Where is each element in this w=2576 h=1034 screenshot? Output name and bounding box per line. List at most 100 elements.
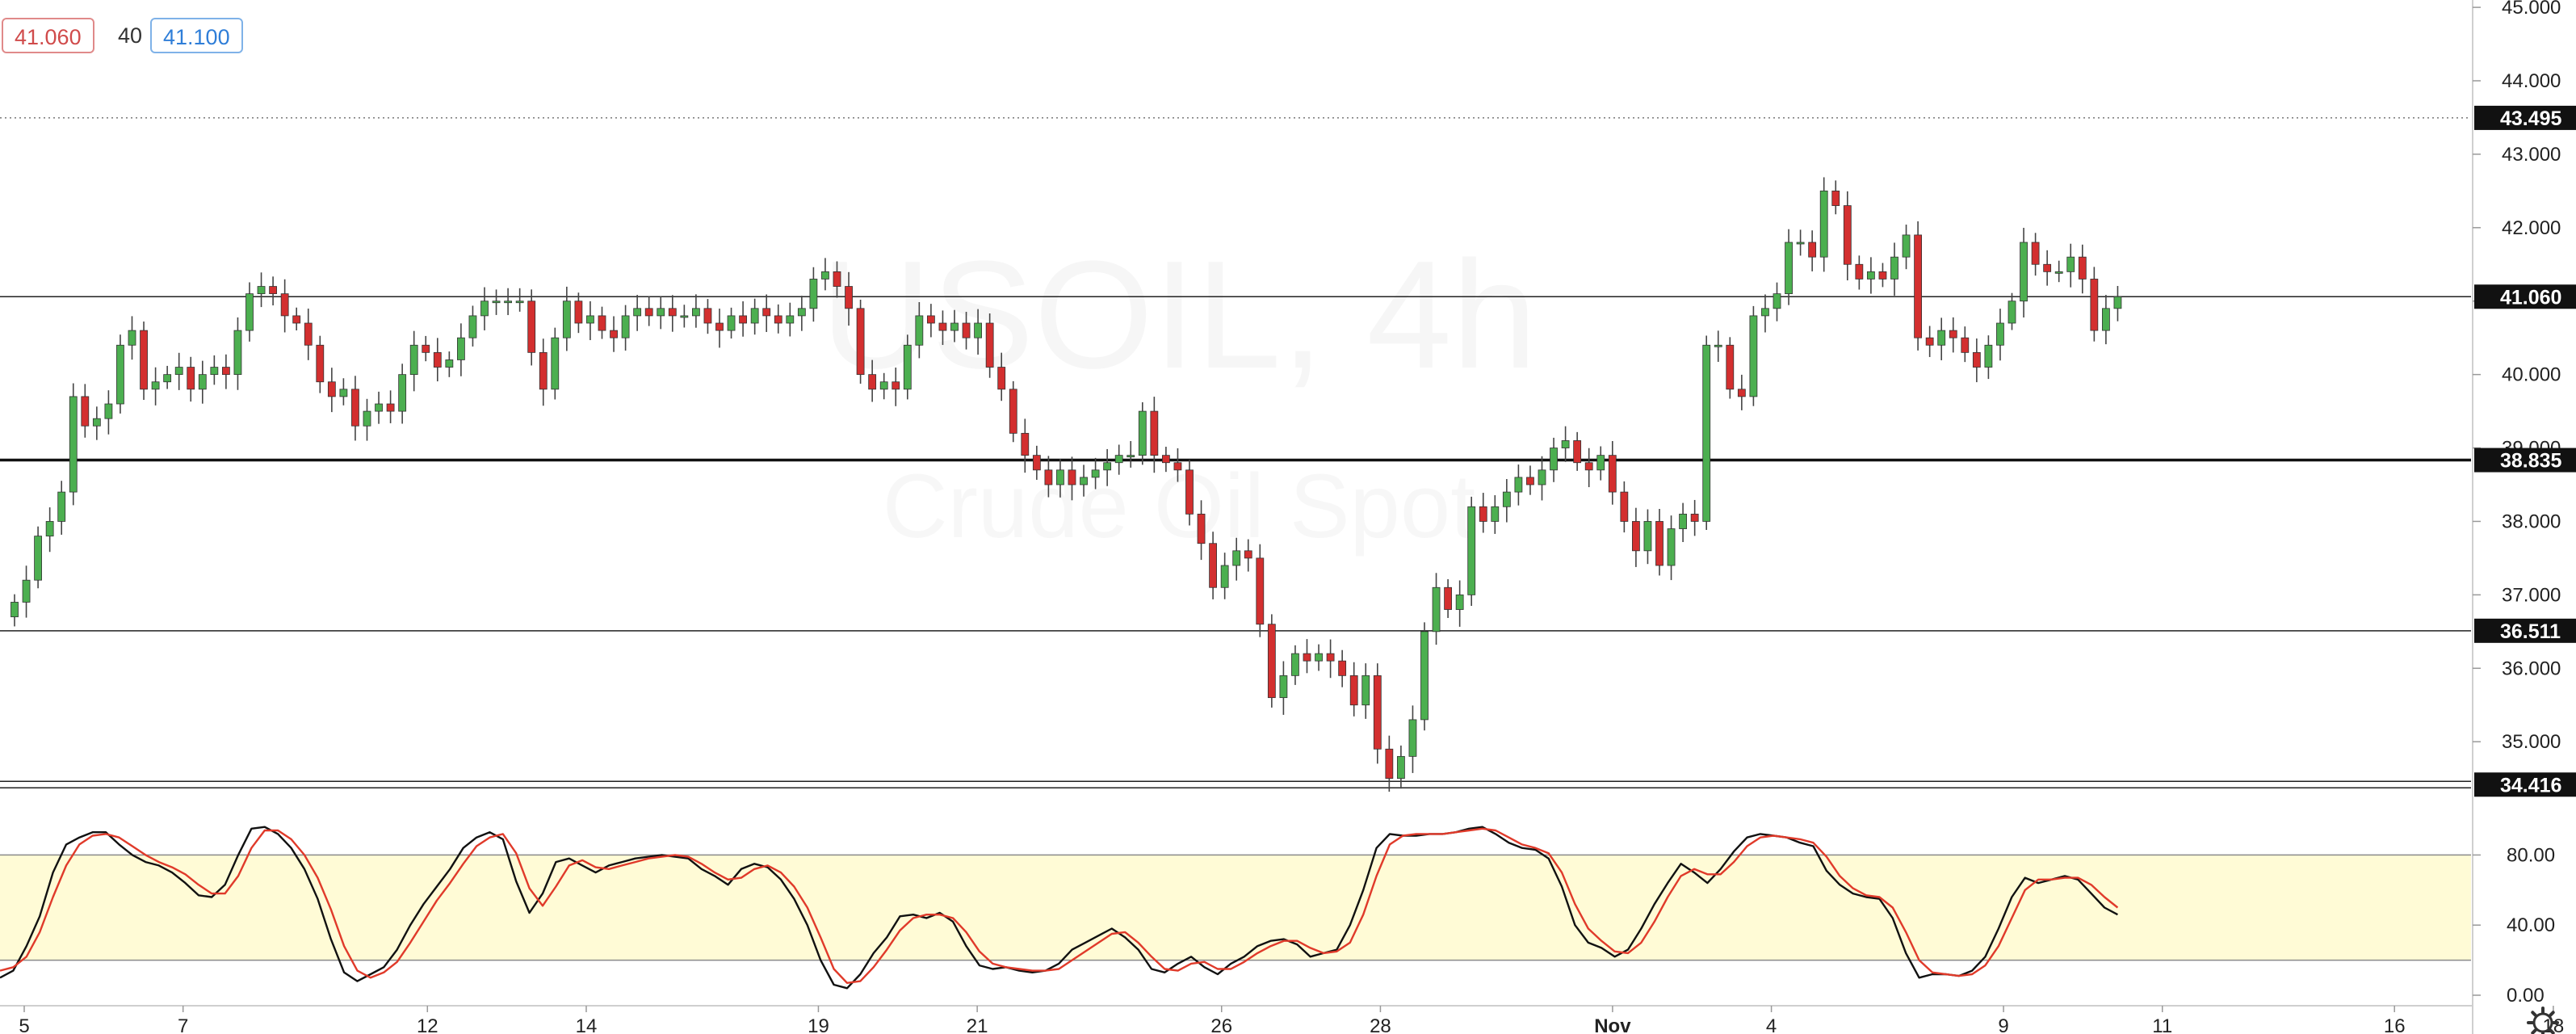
candle[interactable] (1690, 499, 1699, 536)
candle[interactable] (809, 267, 818, 322)
candle[interactable] (856, 300, 865, 384)
candle[interactable] (174, 352, 183, 390)
candle[interactable] (1538, 456, 1546, 501)
candle[interactable] (151, 367, 160, 406)
candle[interactable] (762, 294, 771, 332)
candle[interactable] (1056, 459, 1064, 498)
candle[interactable] (210, 355, 219, 385)
candle[interactable] (1279, 661, 1288, 715)
candle[interactable] (2066, 243, 2075, 288)
candle[interactable] (1561, 426, 1570, 462)
ask-price-box[interactable]: 41.100 (150, 18, 243, 53)
candle[interactable] (2031, 233, 2040, 276)
candle[interactable] (1996, 309, 2004, 361)
candle[interactable] (715, 309, 724, 348)
candle[interactable] (1702, 335, 1711, 531)
candle[interactable] (927, 304, 935, 338)
candle[interactable] (316, 335, 325, 393)
candle[interactable] (539, 338, 548, 406)
candle[interactable] (2113, 286, 2122, 322)
candle[interactable] (1679, 502, 1688, 543)
candle[interactable] (1479, 493, 1487, 533)
candle[interactable] (10, 594, 19, 627)
candle[interactable] (1855, 255, 1864, 290)
candle[interactable] (833, 261, 841, 298)
candle[interactable] (668, 295, 677, 332)
candle[interactable] (821, 258, 829, 291)
candle[interactable] (445, 351, 454, 377)
candle[interactable] (2054, 260, 2063, 283)
candle[interactable] (1220, 553, 1229, 599)
candle[interactable] (797, 296, 806, 331)
candle[interactable] (1256, 544, 1265, 637)
candle[interactable] (280, 279, 289, 333)
candle[interactable] (1150, 397, 1159, 473)
candle[interactable] (116, 334, 124, 414)
candle[interactable] (398, 364, 407, 424)
candle[interactable] (492, 289, 501, 315)
candle[interactable] (1432, 573, 1441, 645)
candle[interactable] (1209, 532, 1217, 599)
candle[interactable] (1620, 481, 1629, 533)
candle[interactable] (1103, 448, 1112, 486)
candle[interactable] (1326, 639, 1335, 679)
candle[interactable] (140, 322, 148, 401)
candle[interactable] (1925, 326, 1934, 357)
candle[interactable] (633, 295, 642, 331)
candle[interactable] (1643, 509, 1652, 565)
candle[interactable] (1126, 440, 1135, 468)
candle[interactable] (1949, 317, 1957, 353)
candle[interactable] (892, 368, 900, 406)
candle[interactable] (1796, 229, 1805, 256)
candle[interactable] (657, 296, 665, 330)
level-axis-badge[interactable] (2474, 105, 2576, 130)
candle[interactable] (1808, 230, 1817, 271)
candle[interactable] (1726, 337, 1735, 399)
candle[interactable] (1232, 537, 1241, 581)
candle[interactable] (1655, 508, 1663, 576)
candle[interactable] (1080, 464, 1088, 497)
candle[interactable] (1866, 257, 1875, 294)
candle[interactable] (2101, 295, 2110, 345)
candle[interactable] (1526, 465, 1534, 495)
candle[interactable] (1303, 639, 1311, 674)
candle[interactable] (1244, 539, 1252, 572)
candle[interactable] (515, 288, 524, 312)
candle[interactable] (1467, 496, 1476, 607)
level-axis-badge[interactable] (2474, 448, 2576, 473)
candle[interactable] (339, 378, 348, 406)
candle[interactable] (57, 481, 66, 535)
candle[interactable] (433, 338, 442, 382)
candle[interactable] (1361, 663, 1370, 719)
bid-price-box[interactable]: 41.060 (2, 18, 94, 53)
stoch-k-line[interactable] (0, 826, 2118, 990)
candle[interactable] (22, 565, 31, 618)
candle[interactable] (1914, 221, 1923, 351)
candle[interactable] (938, 310, 947, 346)
candle[interactable] (997, 352, 1006, 401)
candle[interactable] (1831, 180, 1840, 215)
candle[interactable] (221, 354, 230, 389)
candle[interactable] (727, 307, 736, 339)
candle[interactable] (1420, 622, 1429, 731)
candle[interactable] (2043, 250, 2052, 286)
candle[interactable] (351, 376, 359, 441)
candle[interactable] (621, 305, 630, 351)
candle[interactable] (610, 316, 618, 352)
candle[interactable] (1044, 456, 1053, 498)
candle[interactable] (2008, 292, 2016, 330)
candle[interactable] (879, 372, 888, 400)
candle[interactable] (1608, 440, 1617, 505)
candle[interactable] (363, 398, 371, 441)
candle[interactable] (1761, 294, 1769, 333)
candle[interactable] (422, 335, 430, 362)
candle[interactable] (1596, 446, 1605, 481)
candle[interactable] (257, 272, 266, 308)
candle[interactable] (2078, 244, 2087, 294)
price-axis[interactable]: 35.00036.00037.00038.00039.00040.00041.0… (2473, 0, 2576, 1007)
candle[interactable] (1068, 456, 1076, 501)
candle[interactable] (34, 526, 42, 589)
candle[interactable] (915, 302, 924, 359)
candle[interactable] (1573, 431, 1582, 471)
candle[interactable] (1291, 645, 1299, 685)
